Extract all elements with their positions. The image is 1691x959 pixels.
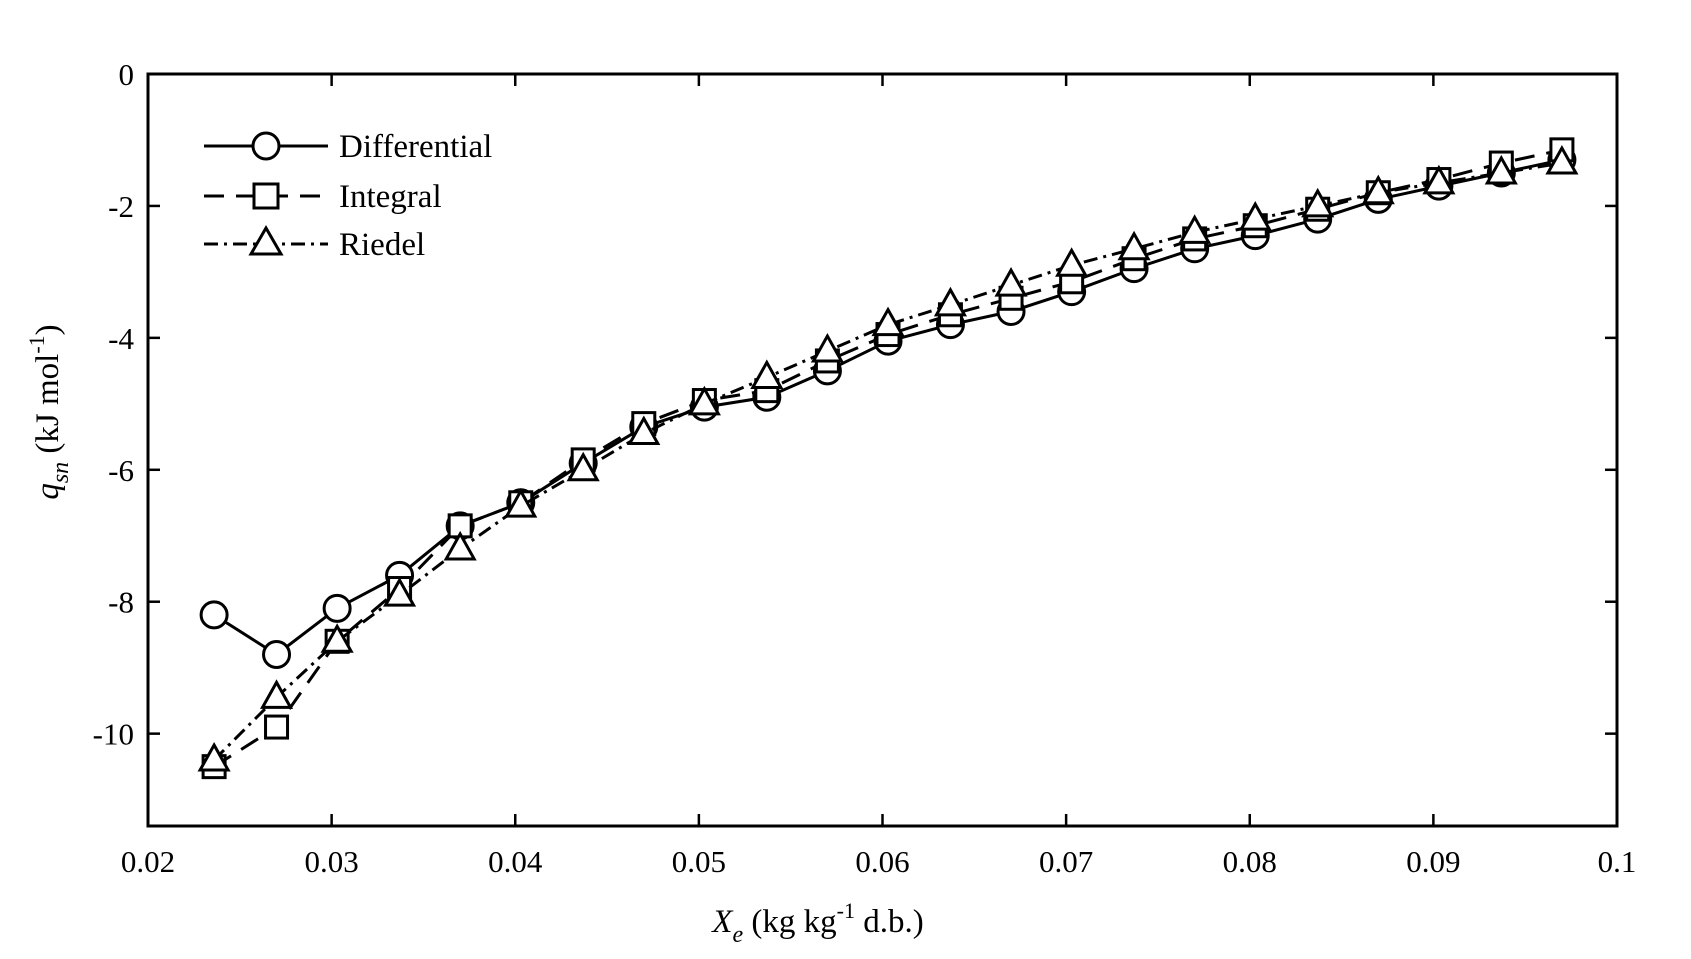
series-layer — [197, 137, 1579, 780]
data-point-differential — [322, 593, 352, 623]
legend-label-differential: Differential — [339, 129, 492, 165]
y-tick-label: 0 — [119, 57, 135, 92]
x-tick-label: 0.1 — [1598, 844, 1637, 879]
data-point-riedel — [259, 679, 294, 709]
data-point-riedel — [627, 415, 661, 446]
data-point-riedel — [1055, 247, 1089, 277]
data-point-riedel — [750, 359, 784, 389]
y-tick-label: -2 — [108, 189, 134, 224]
legend-label-riedel: Riedel — [339, 227, 425, 263]
y-axis-title: qsn (kJ mol-1) — [24, 324, 74, 499]
data-point-integral — [264, 714, 290, 740]
data-point-riedel — [1422, 164, 1456, 195]
data-point-riedel — [566, 451, 600, 482]
data-point-riedel — [504, 488, 538, 518]
data-point-riedel — [1238, 201, 1272, 231]
y-tick-label: -10 — [93, 717, 134, 752]
x-tick-label: 0.09 — [1406, 844, 1460, 879]
data-point-riedel — [1361, 174, 1395, 205]
data-point-riedel — [320, 623, 354, 653]
data-point-riedel — [933, 286, 968, 317]
data-point-differential — [199, 600, 229, 630]
data-point-riedel — [994, 267, 1028, 297]
data-point-riedel — [197, 741, 231, 772]
data-point-riedel — [1178, 214, 1212, 244]
data-point-riedel — [687, 385, 721, 416]
x-tick-label: 0.03 — [305, 844, 359, 879]
x-axis: 0.02 0.03 0.04 0.05 0.06 0.07 0.08 0.09 0.1 — [121, 74, 1637, 879]
y-tick-label: -6 — [108, 453, 134, 488]
series-line-integral — [213, 148, 1563, 768]
x-tick-label: 0.02 — [121, 844, 175, 879]
y-tick-label: -8 — [108, 585, 134, 620]
series-riedel — [197, 144, 1579, 772]
x-tick-label: 0.08 — [1223, 844, 1277, 879]
data-point-riedel — [383, 577, 417, 607]
data-point-riedel — [810, 332, 844, 363]
x-tick-label: 0.05 — [672, 844, 726, 879]
data-point-riedel — [1301, 187, 1335, 218]
legend-item-differential: Differential — [204, 129, 492, 165]
legend-label-integral: Integral — [339, 179, 442, 215]
data-point-riedel — [1117, 230, 1151, 261]
legend-item-integral: Integral — [204, 179, 442, 215]
series-line-riedel — [213, 161, 1563, 762]
y-tick-label: -4 — [108, 321, 134, 356]
x-tick-label: 0.07 — [1039, 844, 1093, 879]
legend: Differential Integral Riedel — [204, 129, 492, 263]
data-point-riedel — [1545, 144, 1579, 175]
data-point-riedel — [1484, 154, 1518, 185]
data-point-riedel — [871, 306, 905, 337]
x-tick-label: 0.04 — [488, 844, 543, 879]
x-axis-title: Xe (kg kg-1 d.b.) — [710, 898, 923, 948]
y-axis: 0 -2 -4 -6 -8 -10 — [93, 57, 1617, 752]
data-point-differential — [262, 639, 292, 669]
x-tick-label: 0.06 — [855, 844, 909, 879]
data-point-riedel — [443, 530, 477, 561]
legend-item-riedel: Riedel — [204, 224, 425, 263]
